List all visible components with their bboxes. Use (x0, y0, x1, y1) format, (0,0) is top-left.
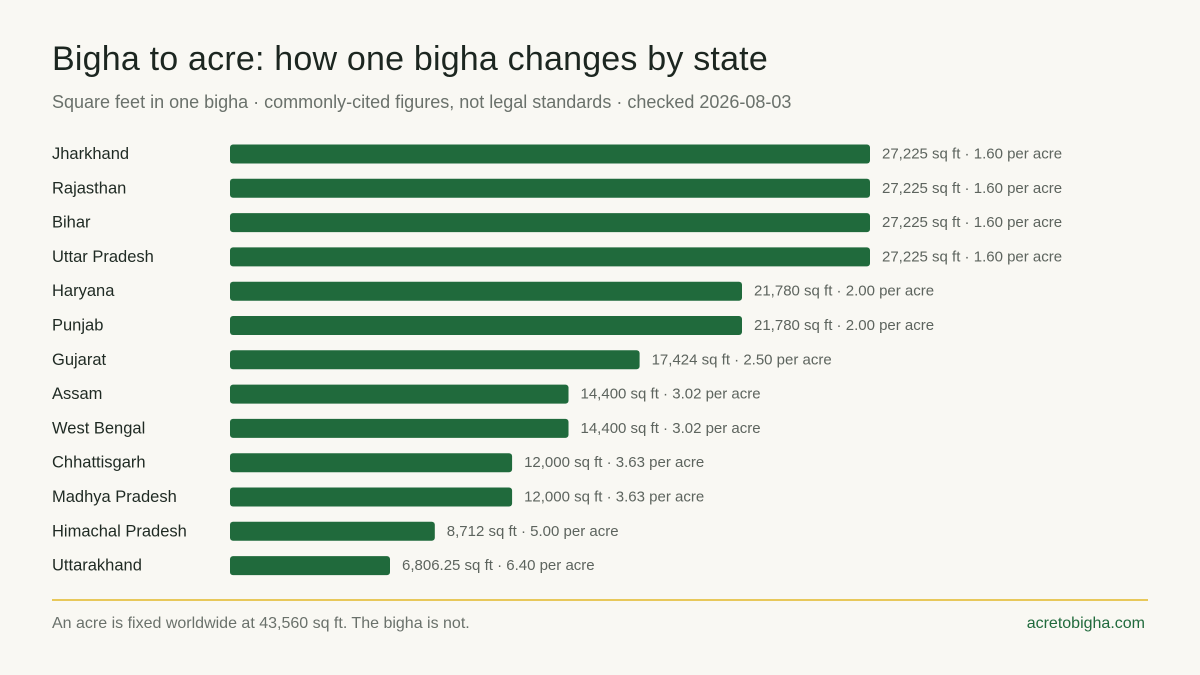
category-label: West Bengal (52, 419, 145, 437)
data-label: 12,000 sq ft · 3.63 per acre (524, 454, 704, 471)
bar (230, 453, 513, 473)
data-label: 12,000 sq ft · 3.63 per acre (524, 489, 704, 506)
data-label: 27,225 sq ft · 1.60 per acre (882, 180, 1062, 197)
category-label: Uttarakhand (52, 557, 142, 575)
chart-subtitle: Square feet in one bigha · commonly-cite… (52, 92, 792, 112)
data-label: 6,806.25 sq ft · 6.40 per acre (402, 557, 595, 574)
category-label: Gujarat (52, 351, 107, 369)
data-label: 17,424 sq ft · 2.50 per acre (652, 351, 832, 368)
category-label: Madhya Pradesh (52, 488, 177, 506)
bar-chart: Jharkhand 27,225 sq ft · 1.60 per acre Raj… (52, 144, 1062, 576)
bar (230, 316, 742, 335)
bar (230, 521, 435, 541)
bar (230, 350, 640, 370)
bar (230, 281, 742, 301)
bar (230, 247, 870, 267)
data-label: 21,780 sq ft · 2.00 per acre (754, 317, 934, 334)
category-label: Himachal Pradesh (52, 522, 187, 540)
category-label: Bihar (52, 214, 91, 232)
data-label: 27,225 sq ft · 1.60 per acre (882, 146, 1062, 163)
chart-title: Bigha to acre: how one bigha changes by … (52, 40, 768, 78)
site-link[interactable]: acretobigha.com (1026, 615, 1145, 632)
bar (230, 418, 569, 438)
bar (230, 384, 569, 404)
footer-divider (52, 599, 1148, 601)
bar (230, 556, 390, 576)
category-label: Punjab (52, 317, 103, 335)
data-label: 8,712 sq ft · 5.00 per acre (447, 523, 619, 540)
data-label: 21,780 sq ft · 2.00 per acre (754, 283, 934, 300)
category-label: Chhattisgarh (52, 454, 146, 472)
category-label: Jharkhand (52, 145, 129, 163)
data-label: 14,400 sq ft · 3.02 per acre (581, 420, 761, 437)
category-label: Uttar Pradesh (52, 248, 154, 266)
category-label: Rajasthan (52, 179, 126, 197)
footer-note: An acre is fixed worldwide at 43,560 sq … (52, 615, 470, 632)
bar (230, 487, 513, 507)
bar (230, 144, 870, 164)
category-label: Haryana (52, 282, 115, 300)
category-label: Assam (52, 385, 102, 403)
data-label: 14,400 sq ft · 3.02 per acre (581, 386, 761, 403)
bar (230, 213, 870, 233)
data-label: 27,225 sq ft · 1.60 per acre (882, 248, 1062, 265)
bar (230, 178, 870, 198)
data-label: 27,225 sq ft · 1.60 per acre (882, 214, 1062, 231)
